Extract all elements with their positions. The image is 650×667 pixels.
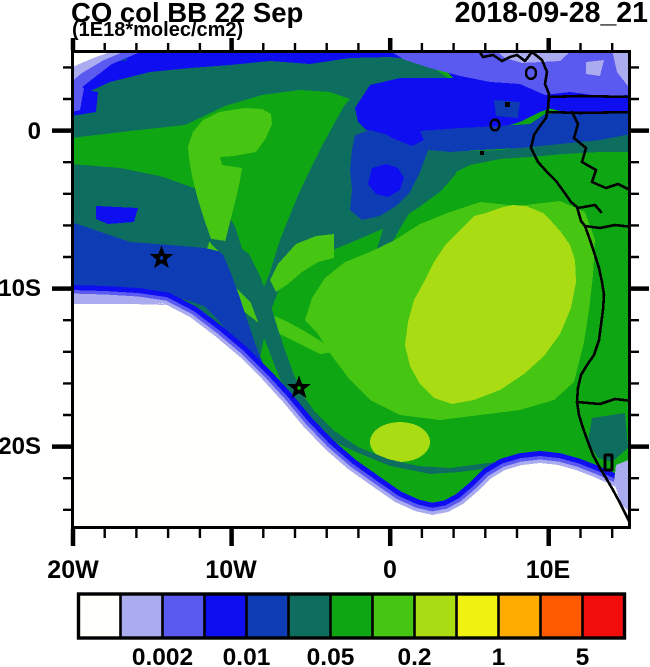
svg-text:10E: 10E bbox=[526, 556, 570, 584]
svg-text:10S: 10S bbox=[0, 275, 41, 302]
svg-text:1: 1 bbox=[492, 644, 506, 667]
svg-text:10W: 10W bbox=[205, 556, 257, 584]
svg-text:20S: 20S bbox=[0, 433, 41, 460]
svg-text:0.01: 0.01 bbox=[223, 644, 271, 667]
svg-text:0.05: 0.05 bbox=[307, 644, 355, 667]
svg-text:0.002: 0.002 bbox=[132, 644, 193, 667]
svg-text:20W: 20W bbox=[47, 556, 99, 584]
svg-text:2018-09-28_21: 2018-09-28_21 bbox=[455, 0, 648, 29]
svg-text:0: 0 bbox=[383, 556, 397, 584]
svg-text:CO col BB 22 Sep: CO col BB 22 Sep bbox=[71, 0, 303, 28]
svg-text:0.2: 0.2 bbox=[397, 644, 431, 667]
svg-text:0: 0 bbox=[28, 118, 41, 145]
svg-text:5: 5 bbox=[576, 644, 590, 667]
svg-text:(1E18*molec/cm2): (1E18*molec/cm2) bbox=[72, 19, 243, 41]
